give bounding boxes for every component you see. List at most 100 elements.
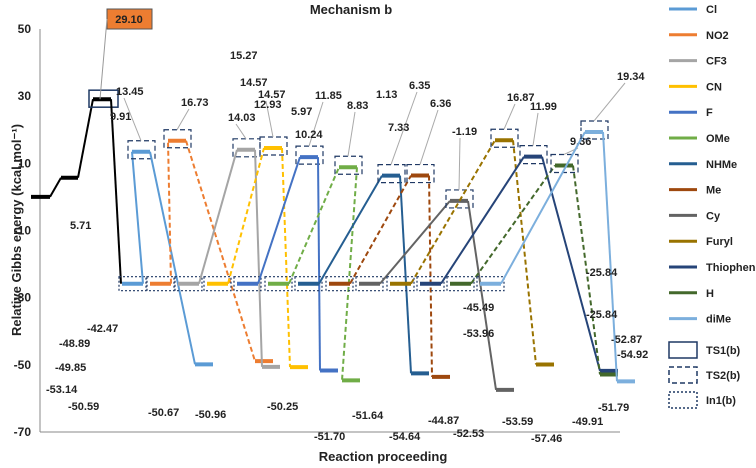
annotation-label: 5.97 [291, 106, 312, 118]
label-leader [308, 101, 324, 147]
annotation-label: -51.64 [352, 410, 384, 422]
legend-label: Furyl [706, 236, 733, 248]
chart-title: Mechanism b [310, 2, 392, 17]
in1-box [476, 276, 505, 292]
ts2-value-label: 6.35 [409, 80, 430, 92]
ts2-box [377, 163, 406, 184]
annotation-label: 7.33 [388, 122, 409, 134]
label-leader [503, 103, 516, 130]
legend-label: F [706, 107, 713, 119]
connector-line [49, 177, 62, 198]
in1-box [386, 276, 415, 292]
annotation-label: -50.25 [267, 401, 298, 413]
legend-label: Cl [706, 4, 717, 16]
in1-box [118, 276, 147, 292]
connector-line [254, 149, 263, 367]
annotation-label: 10.24 [295, 129, 323, 141]
product-value-label: -54.64 [389, 431, 421, 443]
ts2-value-label: 19.34 [617, 71, 645, 83]
connector-line [440, 156, 525, 285]
label-leader [419, 109, 439, 165]
legend-label: Me [706, 185, 721, 197]
label-leader [593, 82, 626, 122]
ts2-box [127, 140, 156, 160]
annotation-label: 9.91 [110, 111, 131, 123]
legend-label: diMe [706, 314, 731, 326]
legend-label: CN [706, 81, 722, 93]
in1-box [355, 276, 384, 292]
connector-line [149, 151, 196, 365]
ts2-box [580, 120, 609, 140]
ts2-box [406, 163, 435, 184]
annotation-label: -42.47 [87, 323, 118, 335]
label-leader [390, 91, 418, 165]
product-value-label: -53.59 [502, 416, 533, 428]
ts2-box [519, 145, 548, 165]
ts1-value-label: 29.10 [115, 14, 143, 26]
ts1-box [88, 89, 119, 108]
product-value-label: -48.89 [59, 338, 90, 350]
ts2-value-label: 16.73 [181, 97, 209, 109]
connector-line [110, 99, 122, 284]
connector-line [602, 131, 618, 382]
legend-label: OMe [706, 133, 730, 145]
annotation-label: -45.49 [463, 302, 494, 314]
label-leader [532, 112, 539, 146]
label-leader [99, 18, 108, 100]
y-axis-label: Relative Gibbs energy (kcal.mol⁻¹) [9, 124, 24, 336]
ts2-box [334, 155, 363, 175]
ts2-value-label: 16.87 [507, 92, 535, 104]
y-ticks: 50 30 10 -10 -30 -50 -70 [14, 22, 32, 439]
annotation-label: -53.96 [463, 328, 494, 340]
connector-line [500, 131, 586, 285]
in1-box [174, 276, 203, 292]
product-value-label: -51.79 [598, 402, 629, 414]
ts2-box [259, 136, 288, 156]
legend: Cl NO2 CF3 CN F OMe NHMe Me Cy Furyl Thiophene HdiM… [662, 1, 756, 467]
annotation-label: -44.87 [428, 415, 459, 427]
connector-line [281, 147, 291, 368]
annotation-label: -25.84 [586, 309, 618, 321]
product-value-label: -50.59 [68, 401, 99, 413]
ts2-box [163, 129, 192, 149]
legend-label: Thiophene [706, 262, 756, 274]
legend-label: TS1(b) [706, 345, 741, 357]
ts2-value-label: 14.57 [258, 89, 286, 101]
y-tick-label: 30 [18, 89, 32, 103]
ts2-box [550, 153, 579, 174]
label-leader [176, 108, 190, 130]
in1-box [203, 276, 232, 292]
ts2-box [445, 189, 474, 209]
y-tick-label: -70 [14, 425, 32, 439]
ts2-value-label: 8.83 [347, 100, 368, 112]
connector-line [318, 175, 383, 285]
product-value-label: -52.53 [453, 428, 484, 440]
connector-line [379, 200, 451, 285]
connector-line [399, 175, 412, 374]
in1-box [146, 276, 175, 292]
label-leader [265, 100, 274, 138]
y-tick-label: -50 [14, 358, 32, 372]
connector-line [288, 166, 340, 285]
connector-line [167, 140, 172, 284]
annotation-label: -25.84 [586, 267, 618, 279]
connector-line [131, 151, 144, 284]
annotation-label: 14.57 [240, 77, 268, 89]
product-value-label: -50.67 [148, 407, 179, 419]
product-value-label: -54.92 [617, 349, 648, 361]
label-leader [347, 111, 356, 157]
connector-line [77, 99, 94, 178]
connector-line [512, 140, 537, 365]
x-axis-label: Reaction proceeding [319, 449, 448, 464]
ts2-value-label: 13.45 [116, 86, 144, 98]
connector-line [541, 156, 601, 372]
connector-line [572, 165, 601, 375]
y-tick-label: 50 [18, 22, 32, 36]
connector-line [349, 175, 412, 285]
annotation-label: 1.13 [376, 89, 397, 101]
label-leader [458, 137, 461, 190]
in1-box [325, 276, 354, 292]
in1-box [446, 276, 475, 292]
y-tick-label: 10 [18, 156, 32, 170]
